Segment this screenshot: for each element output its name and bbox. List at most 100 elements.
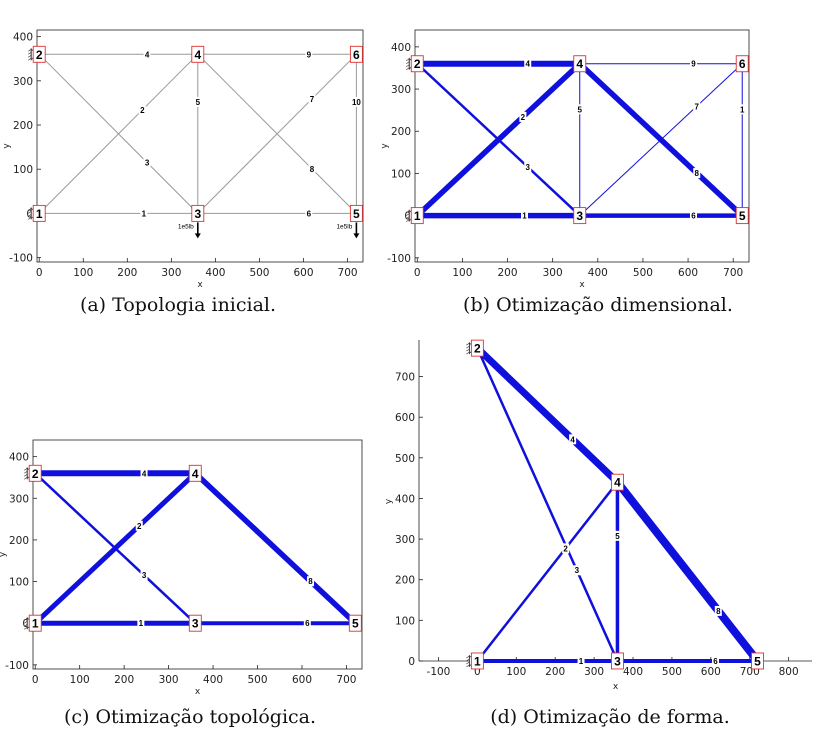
y-tick-label: -100 — [9, 253, 33, 265]
x-tick-label: 100 — [452, 267, 472, 279]
node-label: 5 — [754, 654, 761, 668]
member-label: 2 — [140, 106, 145, 115]
node-box-3 — [573, 207, 587, 225]
y-tick-label: 300 — [13, 76, 33, 88]
support-hatch — [24, 477, 28, 480]
member-label: 6 — [691, 212, 696, 221]
x-tick-label: 0 — [474, 666, 481, 678]
node-box-2 — [410, 55, 424, 73]
load-arrow-head — [194, 233, 201, 239]
node-label: 1 — [36, 207, 43, 221]
support-hatch — [406, 213, 410, 216]
node-box-5 — [735, 207, 749, 225]
support-hatch — [406, 219, 410, 222]
y-tick-label: 0 — [22, 618, 29, 630]
support-hatch — [28, 49, 32, 52]
member-label: 5 — [615, 532, 620, 541]
support-hatch — [406, 210, 410, 213]
member-label: 5 — [196, 98, 201, 107]
member-label-bg — [137, 618, 145, 629]
truss-member-3 — [476, 347, 619, 662]
y-tick-label: 300 — [391, 84, 411, 96]
node-box-3 — [191, 204, 205, 222]
y-axis-label: y — [384, 498, 394, 504]
x-tick-label: 300 — [161, 267, 181, 279]
x-tick-label: 700 — [336, 674, 356, 686]
node-label: 2 — [32, 467, 39, 481]
member-label-bg — [712, 655, 720, 666]
member-label: 1 — [142, 209, 147, 218]
node-box-4 — [610, 473, 624, 491]
node-label: 3 — [192, 617, 199, 631]
member-label-bg — [351, 97, 362, 108]
member-label-bg — [140, 570, 148, 581]
x-tick-label: 600 — [701, 666, 721, 678]
y-tick-label: 400 — [9, 452, 29, 464]
node-label: 6 — [739, 57, 746, 71]
node-box-1 — [410, 207, 424, 225]
support-hatch — [406, 58, 410, 61]
node-label: 3 — [614, 654, 621, 668]
member-label-bg — [524, 162, 532, 173]
member-label: 3 — [145, 158, 150, 167]
load-label: 1e5lb — [178, 223, 194, 230]
x-tick-label: 200 — [545, 666, 565, 678]
member-label: 6 — [713, 657, 718, 666]
x-axis-label: x — [195, 687, 201, 697]
x-tick-label: 600 — [292, 674, 312, 686]
member-label: 1 — [522, 212, 527, 221]
support-hatch — [28, 211, 32, 214]
node-box-1 — [32, 204, 46, 222]
node-box-5 — [751, 652, 764, 670]
truss-member-8 — [197, 53, 357, 214]
y-tick-label: 400 — [391, 42, 411, 54]
node-label: 3 — [194, 207, 201, 221]
member-label-bg — [135, 520, 143, 531]
node-label: 4 — [194, 48, 201, 62]
panel-caption: (a) Topologia inicial. — [80, 294, 276, 316]
member-label-bg — [519, 111, 527, 122]
node-box-2 — [470, 339, 484, 357]
member-label-bg — [689, 210, 697, 221]
y-tick-label: 500 — [395, 453, 415, 465]
support-hatch — [466, 664, 470, 668]
member-label: 2 — [521, 113, 526, 122]
member-label-bg — [576, 104, 584, 115]
y-tick-label: 100 — [13, 164, 33, 176]
member-label: 7 — [695, 102, 700, 111]
x-tick-label: 200 — [498, 267, 518, 279]
member-label-bg — [143, 157, 151, 168]
y-tick-label: 0 — [408, 656, 415, 668]
x-axis-label: x — [197, 280, 203, 290]
x-tick-label: 400 — [205, 267, 225, 279]
y-tick-label: 200 — [13, 120, 33, 132]
y-tick-label: 200 — [395, 575, 415, 587]
x-axis-label: x — [579, 280, 585, 290]
node-label: 2 — [474, 342, 481, 356]
member-label-bg — [613, 530, 621, 541]
member-label-bg — [305, 49, 313, 60]
support-hatch — [28, 214, 32, 217]
node-label: 1 — [474, 654, 481, 668]
node-label: 4 — [576, 57, 583, 71]
node-box-1 — [28, 614, 42, 632]
y-tick-label: 100 — [391, 168, 411, 180]
x-tick-label: 300 — [584, 666, 604, 678]
member-label: 8 — [308, 577, 313, 586]
plot-frame — [32, 439, 363, 670]
x-tick-label: 0 — [414, 267, 421, 279]
x-tick-label: 500 — [662, 666, 682, 678]
member-label-bg — [194, 97, 202, 108]
x-tick-label: 0 — [32, 674, 39, 686]
support-hatch — [24, 474, 28, 477]
member-label: 3 — [142, 571, 147, 580]
member-label-bg — [569, 434, 577, 445]
x-tick-label: 500 — [249, 267, 269, 279]
panel-caption: (c) Otimização topológica. — [64, 706, 316, 728]
y-tick-label: 0 — [26, 208, 33, 220]
support-hatch — [24, 617, 28, 621]
member-label: 1 — [579, 657, 584, 666]
member-label: 6 — [305, 619, 310, 628]
member-label: 6 — [307, 209, 312, 218]
